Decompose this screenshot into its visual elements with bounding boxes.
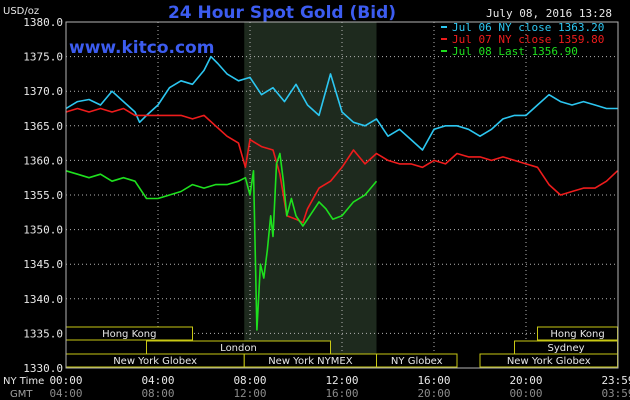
y-tick-label: 1345.0: [23, 258, 63, 271]
y-tick-label: 1335.0: [23, 327, 63, 340]
y-tick-label: 1340.0: [23, 293, 63, 306]
legend-entry: Jul 07 NY close 1359.80: [452, 33, 604, 46]
y-tick-label: 1375.0: [23, 51, 63, 64]
session-label: New York NYMEX: [268, 356, 353, 367]
session-label: Hong Kong: [550, 329, 604, 340]
y-tick-label: 1330.0: [23, 362, 63, 375]
legend-entry: Jul 08 Last 1356.90: [452, 45, 578, 58]
series-lines: [65, 55, 619, 331]
series-line-jul06: [65, 55, 618, 151]
x-tick-gmt: 16:00: [325, 387, 358, 400]
x-tick-gmt: 04:00: [49, 387, 82, 400]
x-tick-gmt: 20:00: [417, 387, 450, 400]
session-label: NY Globex: [391, 356, 443, 367]
y-axis-ticks: 1380.0 1375.0 1370.0 1365.0 1360.0 1355.0 1350…: [23, 16, 63, 375]
x-tick-ny: 12:00: [325, 374, 358, 387]
session-bars: Hong Kong Hong Kong London Sydney New York G…: [65, 326, 619, 368]
session-label: New York Globex: [507, 356, 591, 367]
x-tick-gmt: 12:00: [233, 387, 266, 400]
x-tick-ny: 23:59: [601, 374, 630, 387]
x-tick-ny: 08:00: [233, 374, 266, 387]
y-tick-label: 1355.0: [23, 189, 63, 202]
series-line-jul08: [65, 152, 378, 331]
x-tick-ny: 16:00: [417, 374, 450, 387]
y-tick-label: 1365.0: [23, 120, 63, 133]
x-tick-gmt: 08:00: [141, 387, 174, 400]
x-tick-gmt: 03:59: [601, 387, 630, 400]
y-axis-unit: USD/oz: [3, 6, 39, 17]
x-tick-ny: 20:00: [509, 374, 542, 387]
series-line-jul07: [65, 107, 619, 224]
legend-entry: Jul 06 NY close 1363.20: [452, 21, 604, 34]
y-tick-label: 1380.0: [23, 16, 63, 29]
y-tick-label: 1370.0: [23, 85, 63, 98]
watermark: www.kitco.com: [69, 38, 214, 58]
x-tick-ny: 00:00: [49, 374, 82, 387]
y-tick-label: 1360.0: [23, 154, 63, 167]
x-axis-ticks: 00:0004:0008:0012:0016:0020:0023:5904:00…: [49, 374, 630, 400]
session-label: New York Globex: [113, 356, 197, 367]
session-label: Hong Kong: [102, 329, 156, 340]
x-tick-gmt: 00:00: [509, 387, 542, 400]
chart-date: July 08, 2016 13:28: [486, 7, 612, 20]
session-label: London: [220, 343, 257, 354]
x-axis-gmt-label: GMT: [10, 389, 33, 400]
plot-border: [65, 21, 619, 369]
session-bar: [376, 353, 458, 368]
x-axis-ny-label: NY Time: [3, 376, 44, 387]
y-tick-label: 1350.0: [23, 224, 63, 237]
x-tick-ny: 04:00: [141, 374, 174, 387]
chart-title: 24 Hour Spot Gold (Bid): [168, 3, 396, 23]
session-label: Sydney: [548, 343, 585, 354]
